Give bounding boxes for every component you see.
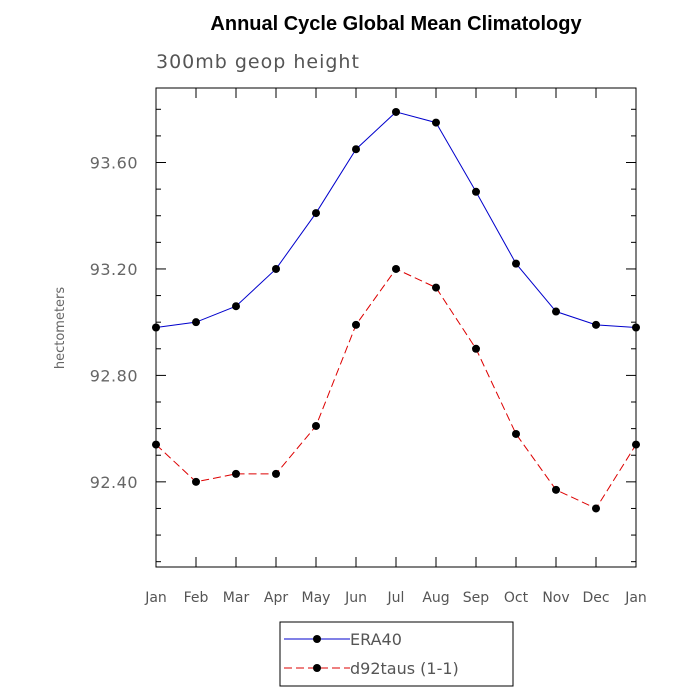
series-1-point [392, 107, 400, 116]
series-1-point [152, 323, 160, 332]
legend-box [279, 621, 514, 687]
x-tick-label: Oct [504, 590, 529, 606]
x-tick-label: Sep [463, 590, 490, 606]
series-2-point [552, 485, 560, 494]
series-2-point [232, 469, 240, 478]
legend-swatch-marker [313, 664, 321, 672]
series-2-point [392, 264, 400, 273]
y-tick-label: 93.60 [90, 154, 138, 173]
x-tick-label: Jan [144, 590, 167, 606]
series-2-point [312, 421, 320, 430]
x-tick-label: Jan [624, 590, 647, 606]
x-tick-label: May [302, 590, 331, 606]
series-layer [152, 107, 640, 513]
series-1-point [632, 323, 640, 332]
series-1-point [472, 187, 480, 196]
x-tick-label: Aug [422, 590, 449, 606]
series-2-point [272, 469, 280, 478]
legend: ERA40 d92taus (1-1) [279, 621, 514, 687]
series-1-point [512, 259, 520, 268]
x-tick-label: Dec [582, 590, 609, 606]
series-1-point [272, 264, 280, 273]
series-2-point [192, 477, 200, 486]
chart-subtitle: 300mb geop height [156, 51, 360, 73]
series-2-point [592, 504, 600, 513]
plot-frame [155, 87, 637, 568]
series-2-point [632, 440, 640, 449]
series-1-point [552, 307, 560, 316]
y-tick-label: 93.20 [90, 260, 138, 279]
series-1-point [352, 145, 360, 154]
series-1-point [592, 320, 600, 329]
series-2-point [472, 344, 480, 353]
x-tick-label: Jul [387, 590, 405, 606]
legend-label: d92taus (1-1) [350, 659, 459, 678]
legend-label: ERA40 [350, 630, 402, 649]
x-tick-label: Feb [184, 590, 209, 606]
x-tick-label: Nov [542, 590, 569, 606]
series-2-point [152, 440, 160, 449]
axes: 92.40 92.80 93.20 93.60 Jan Feb Mar Apr May Jun Ju… [90, 87, 647, 606]
x-tick-label: Mar [223, 590, 250, 606]
series-2-point [352, 320, 360, 329]
y-tick-label: 92.40 [90, 473, 138, 492]
series-1-point [312, 209, 320, 218]
series-1-point [192, 318, 200, 327]
series-1-point [232, 302, 240, 311]
legend-swatch-marker [313, 635, 321, 643]
y-tick-label: 92.80 [90, 366, 138, 385]
series-2-point [512, 429, 520, 438]
chart-title: Annual Cycle Global Mean Climatology [210, 13, 582, 35]
series-1-point [432, 118, 440, 127]
series-line-1 [155, 111, 637, 328]
x-tick-label: Apr [264, 590, 288, 606]
x-tick-label: Jun [344, 590, 367, 606]
series-line-2 [155, 268, 637, 510]
series-2-point [432, 283, 440, 292]
y-axis-label: hectometers [53, 287, 68, 370]
